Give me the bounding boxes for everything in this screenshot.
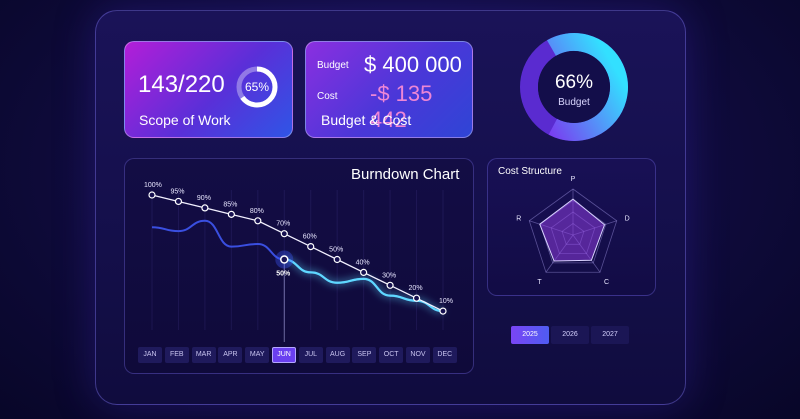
scope-percent: 65%	[244, 80, 270, 94]
month-mar[interactable]: MAR	[191, 347, 216, 363]
planned-data-label: 10%	[439, 298, 453, 305]
year-2026[interactable]: 2026	[551, 326, 589, 344]
radar-axis-label: D	[625, 215, 630, 222]
month-feb[interactable]: FEB	[164, 347, 189, 363]
radar-axis-label: C	[604, 279, 609, 286]
year-2025[interactable]: 2025	[511, 326, 549, 344]
budget-caption: Budget & Cost	[321, 112, 412, 128]
scope-progress-ring	[236, 66, 278, 108]
donut-label: Budget	[558, 97, 590, 108]
burndown-title: Burndown Chart	[351, 166, 460, 183]
budget-donut	[520, 33, 628, 141]
highlight-label: 50%	[276, 271, 291, 278]
cost-structure-title: Cost Structure	[498, 166, 562, 177]
radar-axis-label: T	[537, 279, 542, 286]
radar-value-area	[539, 198, 606, 262]
planned-data-label: 50%	[329, 247, 343, 254]
planned-point	[333, 255, 341, 264]
planned-data-label: 100%	[144, 182, 162, 189]
planned-data-label: 30%	[382, 272, 396, 279]
planned-data-label: 40%	[356, 259, 370, 266]
planned-point	[439, 307, 447, 315]
month-oct[interactable]: OCT	[379, 347, 404, 363]
planned-point	[174, 197, 183, 206]
planned-point	[307, 243, 315, 251]
planned-data-label: 60%	[303, 234, 317, 241]
month-selector: JAN FEB MAR APR MAY JUN JUL AUG SEP OCT NOV DEC	[138, 347, 460, 364]
scope-value: 143/220	[138, 71, 225, 98]
planned-data-label: 20%	[409, 285, 423, 292]
planned-data-label: 80%	[250, 208, 264, 215]
month-may[interactable]: MAY	[245, 347, 270, 363]
month-nov[interactable]: NOV	[406, 347, 430, 363]
month-jul[interactable]: JUL	[298, 347, 323, 363]
planned-data-label: 70%	[276, 221, 290, 228]
budget-value: $ 400 000	[364, 52, 462, 77]
cost-value: -$ 135 442	[370, 81, 433, 132]
year-2027[interactable]: 2027	[591, 326, 629, 344]
month-sep[interactable]: SEP	[352, 347, 377, 363]
planned-data-label: 85%	[223, 201, 237, 208]
planned-point	[386, 281, 394, 289]
budget-label: Budget	[317, 60, 349, 71]
cost-label: Cost	[317, 91, 338, 102]
month-apr[interactable]: APR	[218, 347, 243, 363]
radar-axis-label: P	[571, 176, 576, 183]
radar-grid-ring	[528, 188, 618, 273]
planned-point	[201, 204, 209, 212]
scope-of-work-card: 143/220 Scope of Work 65%	[124, 41, 293, 138]
planned-data-label: 90%	[197, 195, 211, 202]
planned-point	[280, 230, 288, 238]
planned-point	[227, 210, 235, 218]
year-selector: 2025 2026 2027	[511, 326, 631, 344]
budget-cost-card: Budget $ 400 000 Cost -$ 135 442 Budget …	[305, 41, 473, 138]
planned-point	[360, 268, 368, 276]
month-dec[interactable]: DEC	[432, 347, 457, 363]
planned-data-label: 95%	[170, 188, 184, 195]
month-jun[interactable]: JUN	[272, 347, 296, 363]
donut-percent: 66%	[554, 72, 594, 93]
series-planned-line	[151, 194, 444, 312]
month-aug[interactable]: AUG	[325, 347, 350, 363]
scope-label: Scope of Work	[139, 112, 231, 128]
planned-point	[412, 294, 421, 302]
planned-point	[254, 217, 262, 225]
month-jan[interactable]: JAN	[138, 347, 162, 363]
radar-axis-label: R	[516, 215, 521, 222]
planned-point	[148, 191, 156, 199]
highlight-point	[280, 255, 289, 264]
